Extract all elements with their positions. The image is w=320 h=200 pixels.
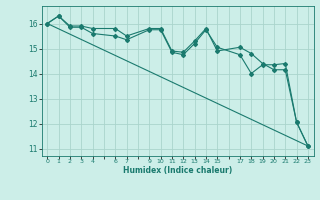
X-axis label: Humidex (Indice chaleur): Humidex (Indice chaleur) bbox=[123, 166, 232, 175]
